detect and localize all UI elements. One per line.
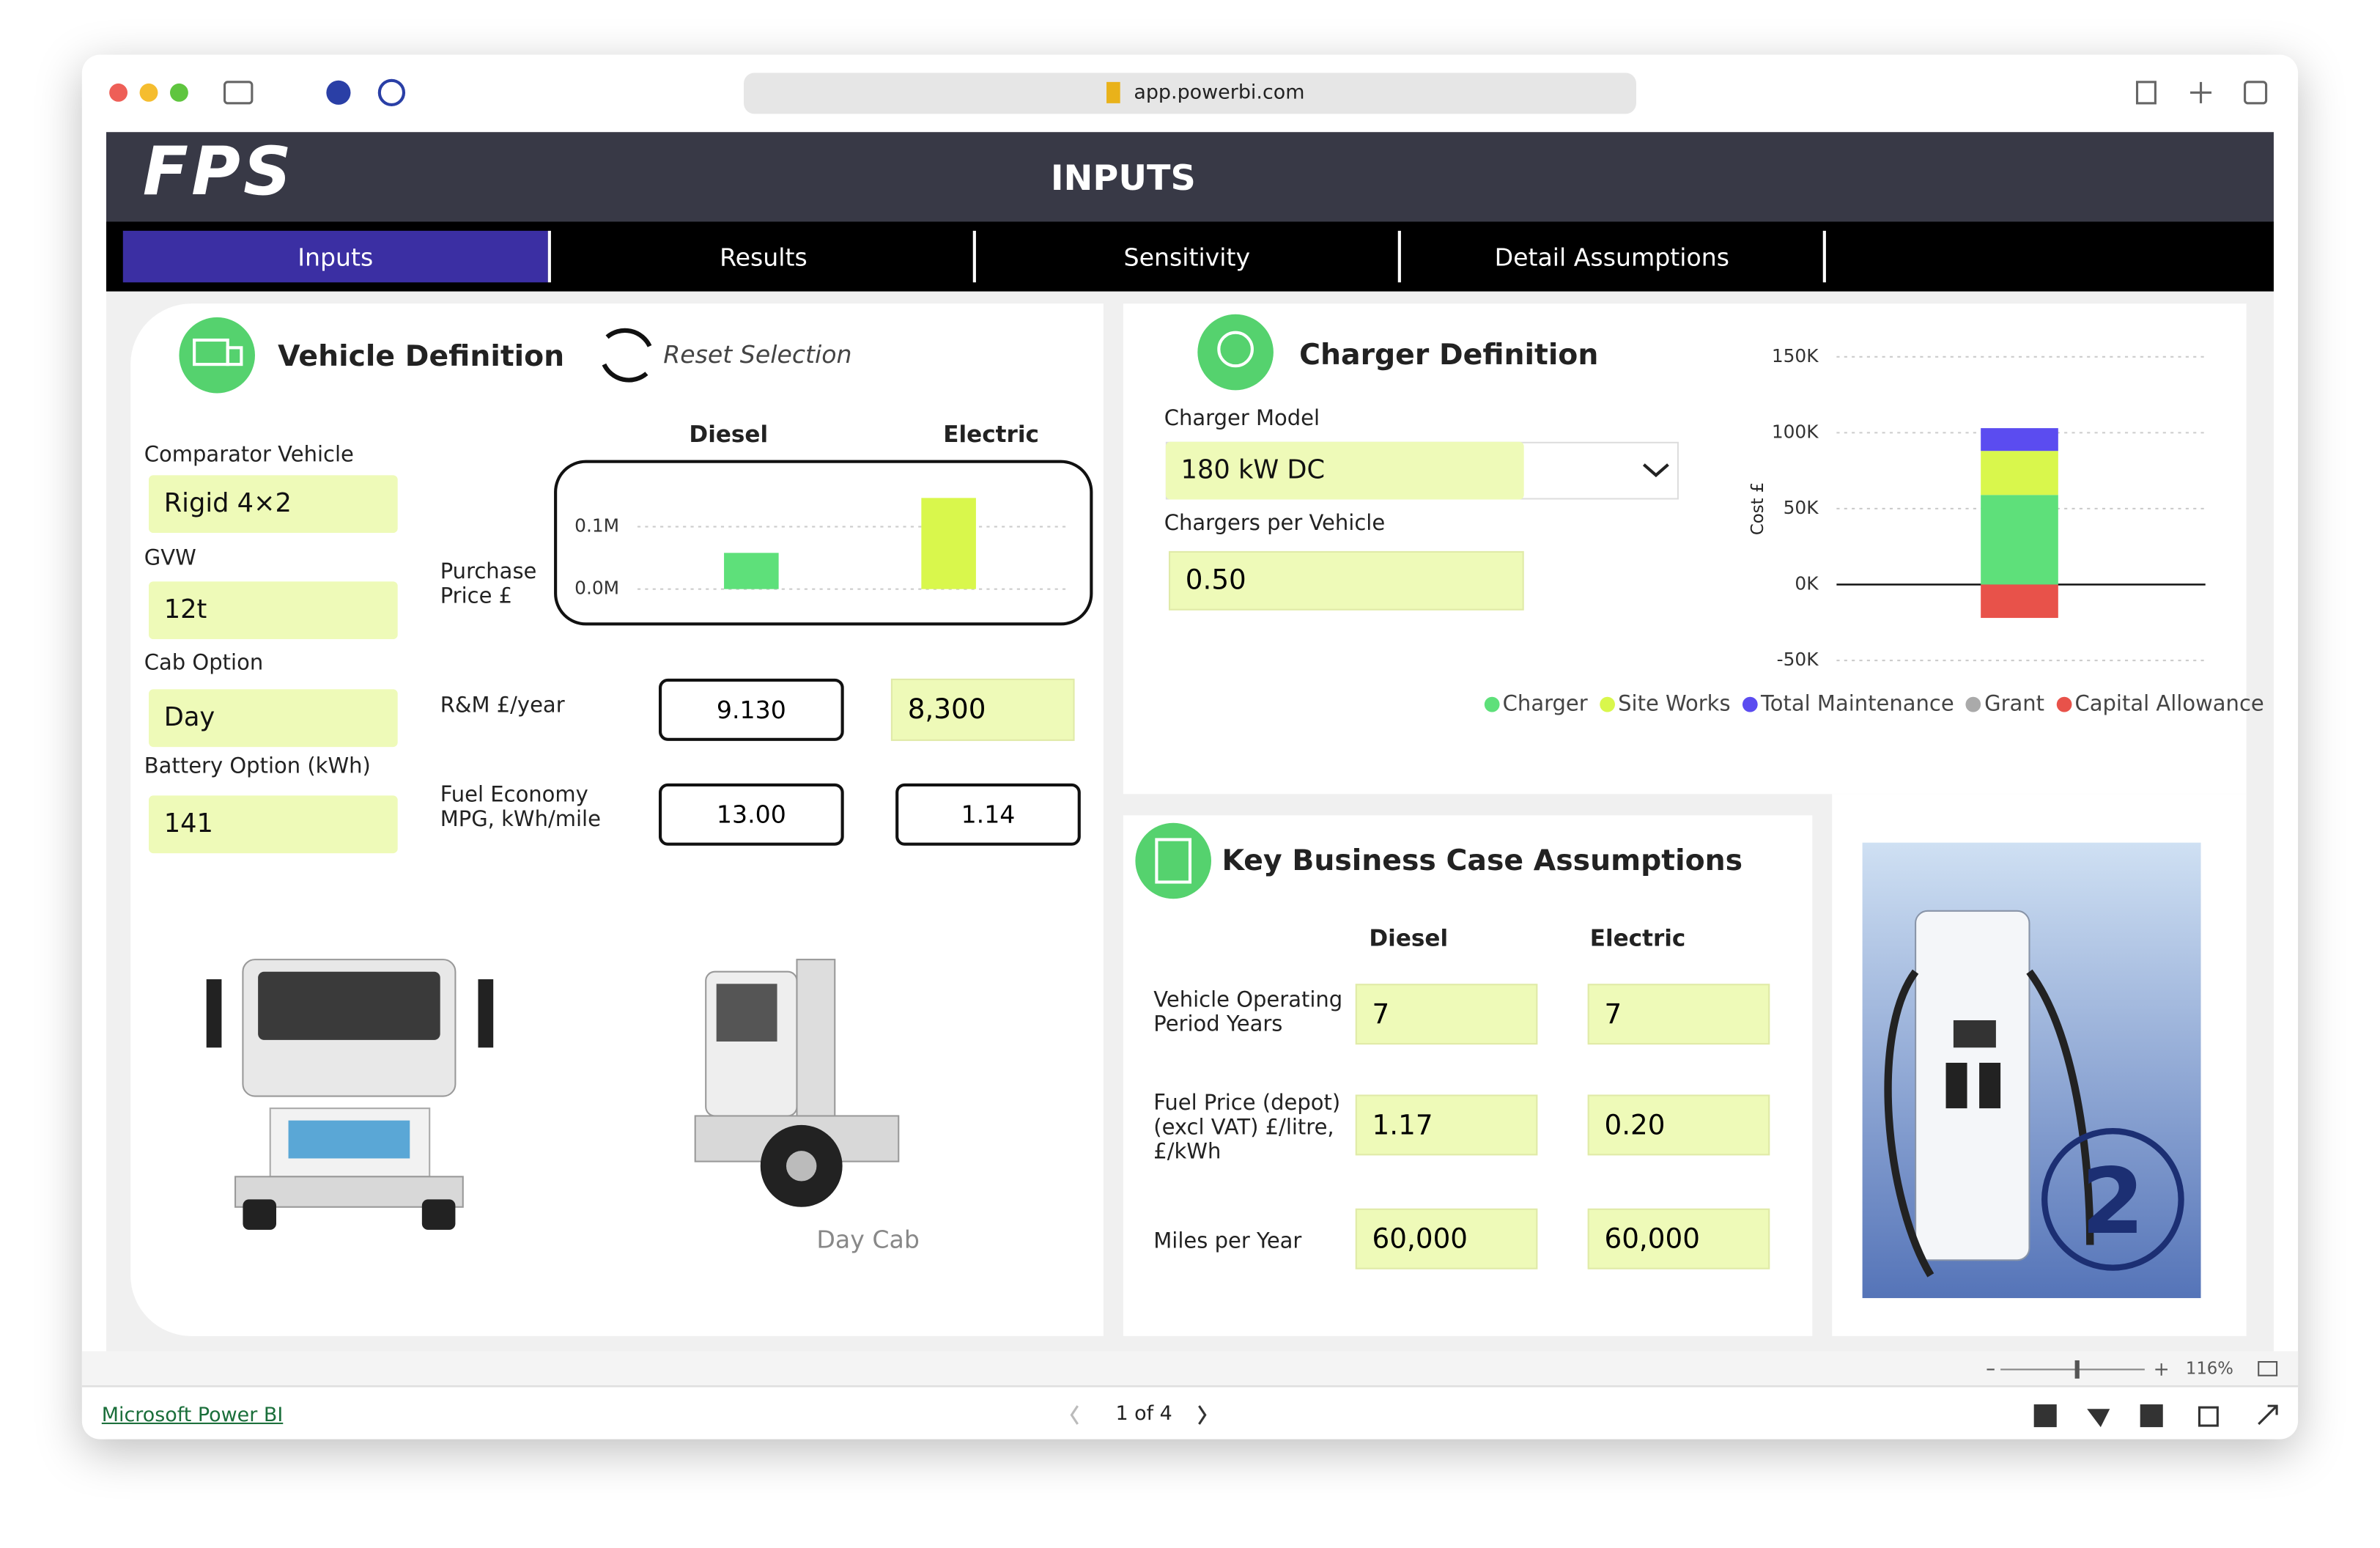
input-box[interactable]: 0.20 <box>1587 1094 1770 1156</box>
legend-item[interactable]: Grant <box>1966 693 2044 717</box>
y-tick-label: 50K <box>1784 497 1819 518</box>
input-box[interactable]: 60,000 <box>1587 1208 1770 1269</box>
input-box[interactable]: 13.00 <box>658 783 844 846</box>
field-label: Cab Option <box>144 651 264 676</box>
charger-image: 2 <box>1862 842 2201 1299</box>
tab[interactable]: Inputs <box>298 242 374 271</box>
bar <box>921 498 976 589</box>
legend: Charger Site Works Total Maintenance Grant C… <box>1484 692 2264 717</box>
legend-item[interactable]: Total Maintenance <box>1742 693 1954 717</box>
url[interactable]: app.powerbi.com <box>1134 81 1305 105</box>
bar-segment <box>1981 428 2058 452</box>
input-box[interactable]: 60,000 <box>1355 1208 1538 1269</box>
svg-text:2: 2 <box>2081 1149 2144 1255</box>
input-box[interactable]: 7 <box>1355 984 1538 1045</box>
legend-item[interactable]: Site Works <box>1600 692 1731 717</box>
zoom-level: 116% <box>2185 1358 2233 1379</box>
dropdown[interactable]: 141 <box>148 795 398 854</box>
bar-segment <box>1981 584 2058 619</box>
legend-swatch <box>1484 696 1500 712</box>
tab[interactable]: Sensitivity <box>1123 242 1251 271</box>
input-box[interactable]: 7 <box>1587 984 1770 1045</box>
column-header: Electric <box>1589 924 1686 952</box>
row-label: Fuel Price (depot) (excl VAT) £/litre, £… <box>1153 1091 1341 1165</box>
column-header: Electric <box>943 420 1039 449</box>
field-label: Comparator Vehicle <box>144 443 354 468</box>
bar-segment <box>1981 451 2058 495</box>
panel-title: Key Business Case Assumptions <box>1222 844 1743 878</box>
bar-segment <box>1981 495 2058 585</box>
row-label: Purchase Price £ <box>440 560 537 609</box>
y-tick-label: 100K <box>1772 421 1819 442</box>
row-label: Fuel Economy MPG, kWh/mile <box>440 783 601 833</box>
y-tick-label: 0.1M <box>574 515 619 537</box>
panel-title: Charger Definition <box>1299 338 1599 372</box>
column-header: Diesel <box>1369 924 1449 952</box>
y-tick-label: -50K <box>1777 649 1819 670</box>
tab[interactable]: Detail Assumptions <box>1494 242 1730 271</box>
dropdown[interactable]: 180 kW DC <box>1165 441 1524 500</box>
brand-link[interactable]: Microsoft Power BI <box>101 1404 284 1428</box>
logo: FPS <box>142 133 295 211</box>
field-label: GVW <box>144 546 196 571</box>
dropdown[interactable]: Rigid 4×2 <box>148 475 398 534</box>
legend-swatch <box>1742 696 1758 712</box>
truck-front-image <box>206 959 494 1230</box>
legend-label: Capital Allowance <box>2074 692 2264 717</box>
tab[interactable]: Results <box>720 242 808 271</box>
legend-label: Charger <box>1502 692 1588 717</box>
row-label: R&M £/year <box>440 693 565 718</box>
y-tick-label: 150K <box>1772 345 1819 366</box>
legend-item[interactable]: Charger <box>1484 692 1588 717</box>
page-title: INPUTS <box>1050 159 1196 199</box>
bar <box>724 553 779 589</box>
input-box[interactable]: 0.50 <box>1168 550 1524 611</box>
legend-label: Total Maintenance <box>1760 692 1954 717</box>
field-label: Battery Option (kWh) <box>144 754 371 779</box>
legend-item[interactable]: Capital Allowance <box>2056 692 2264 717</box>
legend-swatch <box>1600 696 1615 712</box>
dropdown[interactable]: 12t <box>148 581 398 640</box>
page-indicator: 1 of 4 <box>1115 1402 1172 1426</box>
y-tick-label: 0K <box>1795 572 1819 594</box>
dropdown[interactable]: Day <box>148 689 398 748</box>
row-label: Vehicle Operating Period Years <box>1153 988 1343 1037</box>
column-header: Diesel <box>689 420 769 449</box>
input-box[interactable]: 9.130 <box>658 678 844 741</box>
input-box[interactable]: 1.17 <box>1355 1094 1538 1156</box>
reset-button[interactable]: Reset Selection <box>663 339 852 369</box>
y-tick-label: 0.0M <box>574 578 619 599</box>
panel-title: Vehicle Definition <box>278 339 565 374</box>
legend-swatch <box>2056 696 2072 712</box>
field-label: Chargers per Vehicle <box>1164 512 1386 537</box>
field-label: Charger Model <box>1164 407 1320 432</box>
image-caption: Day Cab <box>816 1225 920 1254</box>
truck-side-image <box>694 959 900 1207</box>
legend-swatch <box>1966 696 1981 712</box>
input-box[interactable]: 1.14 <box>895 783 1081 846</box>
legend-label: Site Works <box>1618 692 1731 717</box>
input-box[interactable]: 8,300 <box>890 678 1075 741</box>
row-label: Miles per Year <box>1153 1229 1302 1254</box>
legend-label: Grant <box>1984 692 2045 717</box>
